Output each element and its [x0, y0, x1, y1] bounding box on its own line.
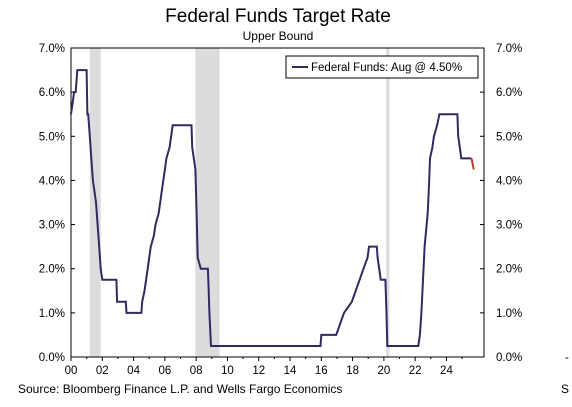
y-tick-label-left: 1.0% [39, 308, 65, 320]
y-tick-label-right: 4.0% [496, 175, 522, 187]
x-tick-label: 12 [252, 365, 265, 377]
legend-box [285, 55, 479, 79]
chart-title: Federal Funds Target Rate [165, 6, 391, 27]
recession-band-2 [386, 48, 390, 357]
x-tick-label: 18 [346, 365, 359, 377]
series-line-fed-funds [70, 69, 472, 347]
y-tick-label-left: 3.0% [39, 220, 65, 232]
x-tick-label: 08 [190, 365, 203, 377]
y-tick-label-left: 5.0% [39, 131, 65, 143]
source-note: Source: Bloomberg Finance L.P. and Wells… [18, 382, 343, 396]
y-tick-label-left: 2.0% [39, 264, 65, 276]
y-tick-label-right: 6.0% [496, 87, 522, 99]
x-tick-label: 00 [65, 365, 78, 377]
legend: Federal Funds: Aug @ 4.50% [285, 55, 479, 79]
x-tick-label: 16 [315, 365, 328, 377]
x-tick-label: 10 [221, 365, 234, 377]
x-tick-label: 04 [127, 365, 140, 377]
y-tick-label-left: 7.0% [39, 43, 65, 55]
y-tick-label-left: 4.0% [39, 175, 65, 187]
y-tick-label-right: 0.0% [496, 352, 522, 364]
y-tick-label-right: 7.0% [496, 43, 522, 55]
x-tick-label: 24 [440, 365, 453, 377]
y-tick-label-right: 1.0% [496, 308, 522, 320]
legend-label: Federal Funds: Aug @ 4.50% [311, 62, 462, 74]
chart-subtitle: Upper Bound [242, 29, 314, 43]
y-tick-label-right: 5.0% [496, 131, 522, 143]
x-tick-label: 06 [158, 365, 171, 377]
x-tick-label: 02 [96, 365, 109, 377]
plot-frame [70, 47, 485, 358]
y-tick-label-right: 2.0% [496, 264, 522, 276]
y-tick-label-left: 6.0% [39, 87, 65, 99]
x-tick-label: 22 [409, 365, 422, 377]
x-tick-label: 20 [377, 365, 390, 377]
trailing-text: S [561, 382, 570, 396]
y-tick-label-right: 3.0% [496, 220, 522, 232]
series-line-projection [470, 158, 475, 170]
x-tick-label: 14 [284, 365, 297, 377]
trailing-dash: - [565, 352, 569, 364]
recession-band-1 [195, 48, 220, 357]
y-tick-label-left: 0.0% [39, 352, 65, 364]
